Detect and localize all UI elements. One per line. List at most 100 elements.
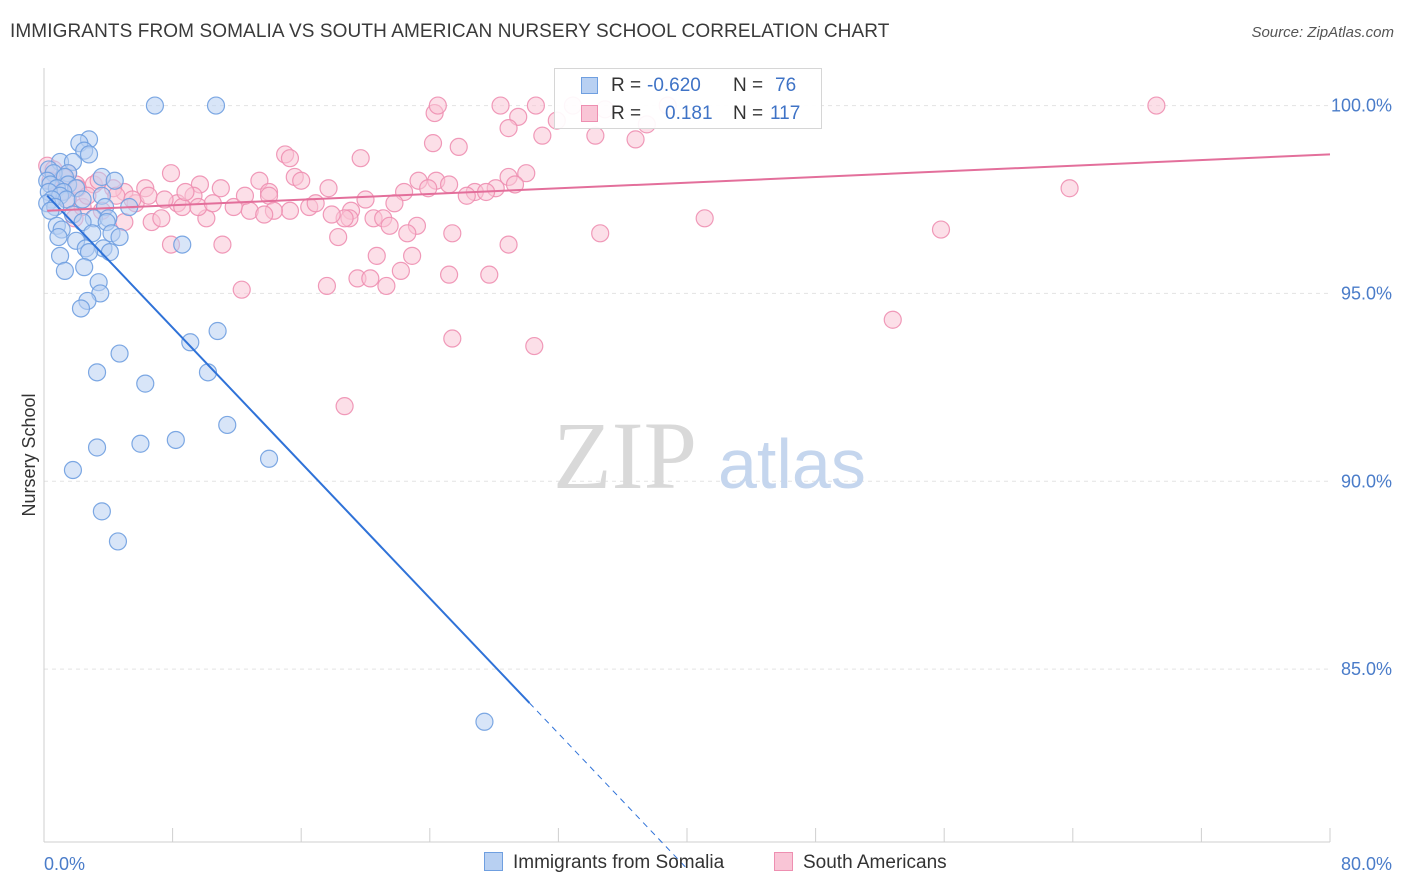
south-americans-point [335, 397, 354, 416]
somalia-point [131, 434, 150, 453]
somalia-point [108, 532, 128, 551]
south-americans-point [428, 96, 447, 115]
south-americans-point [235, 186, 255, 205]
somalia-point [259, 449, 279, 468]
somalia-point [110, 227, 129, 247]
somalia-point [100, 243, 120, 262]
south-americans-point [883, 310, 902, 329]
somalia-point [136, 374, 155, 393]
south-americans-point [213, 235, 232, 254]
somalia-point [73, 190, 92, 209]
r-label: R = [611, 75, 642, 96]
source-credit: Source: ZipAtlas.com [1251, 24, 1394, 41]
somalia-point [181, 333, 200, 352]
somalia-point [71, 299, 91, 318]
south-americans-point [329, 227, 348, 247]
somalia-point [206, 96, 226, 115]
south-americans-point [1060, 179, 1079, 198]
south-americans-point [499, 235, 518, 254]
chart-title: IMMIGRANTS FROM SOMALIA VS SOUTH AMERICA… [10, 21, 890, 42]
south-americans-point [173, 197, 192, 217]
south-americans-point [176, 182, 195, 202]
somalia-point [173, 235, 192, 254]
x-tick-label: 0.0% [44, 854, 85, 874]
legend-south-americans-label: South Americans [803, 852, 947, 873]
n-label: N = [733, 75, 764, 96]
south-americans-point [525, 336, 544, 356]
south-americans-point [533, 126, 552, 145]
south-americans-point [526, 96, 545, 115]
somalia-point [79, 145, 99, 164]
r-label: R = [611, 103, 642, 124]
somalia-point [63, 460, 83, 480]
south-americans-point [385, 194, 404, 213]
legend-somalia-swatch [484, 852, 503, 871]
south-americans-swatch [581, 105, 598, 122]
somalia-point [87, 363, 107, 382]
south-americans-point [457, 186, 476, 205]
y-axis-label: Nursery School [19, 393, 39, 516]
south-americans-point [377, 276, 396, 296]
somalia-point [166, 430, 185, 450]
south-americans-point [280, 149, 300, 168]
south-americans-point [419, 179, 438, 198]
y-tick-label: 85.0% [1341, 659, 1392, 679]
south-americans-point [280, 201, 300, 220]
south-americans-point [439, 265, 459, 284]
grid-layer [44, 105, 1330, 670]
y-tick-label: 100.0% [1331, 96, 1392, 116]
south-americans-point [351, 149, 370, 168]
south-americans-point [306, 194, 325, 213]
south-americans-point [292, 171, 311, 190]
stats-legend-row-somalia: R = -0.620 N = 76 [555, 72, 821, 100]
somalia-point [75, 258, 94, 277]
somalia-point [55, 261, 74, 280]
stats-legend-row-south-americans: R = 0.181 N = 117 [555, 100, 821, 128]
x-tick-label: 80.0% [1341, 854, 1392, 874]
somalia-swatch [581, 77, 598, 94]
south-americans-point [367, 246, 386, 265]
legend-item-somalia: Immigrants from Somalia [484, 852, 724, 874]
south-americans-point [211, 179, 230, 198]
south-americans-point [626, 130, 645, 149]
watermark: ZIP atlas [553, 402, 866, 509]
south-americans-point [361, 269, 380, 288]
south-americans-r-value: 0.181 [665, 103, 713, 124]
somalia-n-value: 76 [775, 75, 797, 96]
somalia-r-value: -0.620 [647, 75, 701, 96]
south-americans-point [398, 224, 417, 243]
somalia-point [92, 502, 111, 521]
south-americans-point [161, 164, 181, 183]
south-americans-point [255, 205, 274, 224]
south-americans-point [449, 137, 468, 157]
legend-south-americans-swatch [774, 852, 793, 871]
somalia-point [110, 344, 129, 363]
south-americans-point [356, 190, 375, 209]
south-americans-trend-line [47, 153, 1331, 212]
south-americans-point [322, 205, 341, 224]
somalia-point [218, 415, 237, 435]
y-tick-label: 90.0% [1341, 471, 1392, 491]
south-americans-point [319, 179, 338, 198]
watermark-atlas-text: atlas [718, 425, 866, 503]
n-label: N = [733, 103, 764, 124]
south-americans-point [586, 126, 605, 145]
legend-somalia-label: Immigrants from Somalia [513, 852, 725, 873]
y-tick-label: 95.0% [1341, 283, 1392, 303]
watermark-zip-text: ZIP [553, 402, 697, 509]
somalia-point [50, 246, 70, 265]
south-americans-point [491, 96, 510, 115]
south-americans-point [403, 246, 422, 265]
south-americans-point [139, 186, 158, 205]
somalia-point [145, 96, 165, 115]
south-americans-point [380, 216, 399, 235]
south-americans-point [423, 134, 443, 153]
south-americans-point [317, 276, 337, 296]
south-americans-point [499, 119, 518, 138]
south-americans-point [155, 190, 174, 209]
trend-lines [46, 153, 1331, 870]
somalia-point [475, 712, 494, 731]
south-americans-point [591, 224, 610, 243]
south-americans-point [695, 209, 714, 228]
